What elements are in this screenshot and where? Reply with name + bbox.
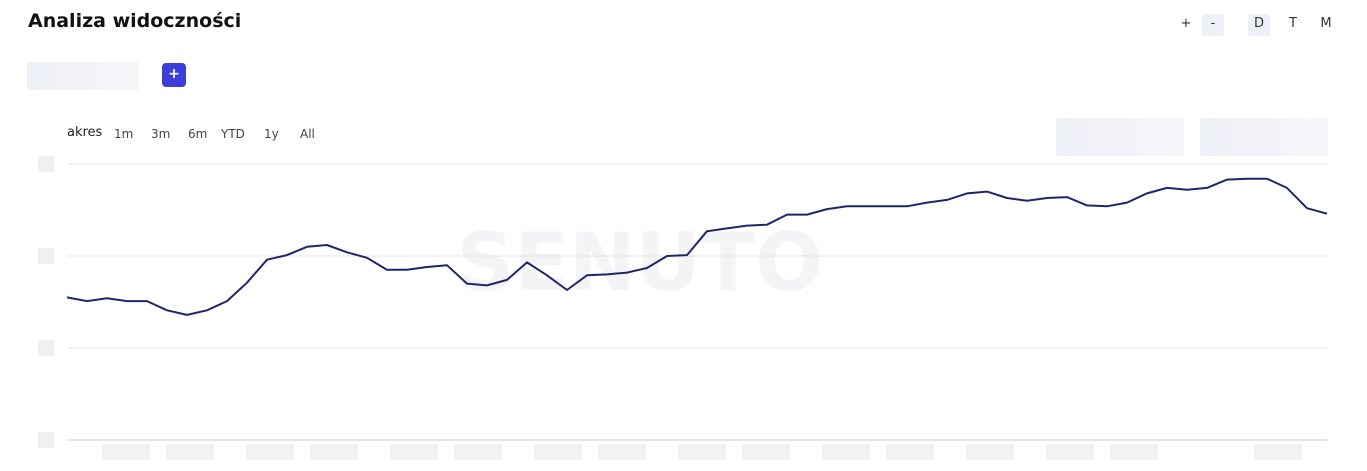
page-title: Analiza widoczności bbox=[28, 10, 242, 32]
watermark: SENUTO bbox=[457, 216, 824, 309]
range-option[interactable]: 3m bbox=[151, 127, 171, 141]
blurred-x-label bbox=[102, 444, 150, 460]
blurred-x-label bbox=[1046, 444, 1094, 460]
blurred-x-label bbox=[886, 444, 934, 460]
blurred-x-label bbox=[1110, 444, 1158, 460]
blurred-x-label bbox=[310, 444, 358, 460]
range-label: akres bbox=[67, 125, 103, 140]
zoom-out[interactable]: - bbox=[1202, 14, 1224, 36]
granularity-month[interactable]: M bbox=[1320, 16, 1332, 31]
blurred-x-label bbox=[966, 444, 1014, 460]
blurred-x-label bbox=[822, 444, 870, 460]
blurred-x-label bbox=[598, 444, 646, 460]
blurred-x-label bbox=[246, 444, 294, 460]
blurred-domain bbox=[27, 62, 139, 90]
blurred-x-label bbox=[1254, 444, 1302, 460]
granularity-day[interactable]: D bbox=[1248, 14, 1270, 36]
visibility-line bbox=[66, 177, 1328, 316]
zoom-in[interactable]: + bbox=[1180, 16, 1192, 31]
blurred-x-label bbox=[742, 444, 790, 460]
add-button[interactable]: + bbox=[162, 63, 186, 87]
range-option[interactable]: 1m bbox=[114, 127, 134, 141]
range-option[interactable]: All bbox=[300, 127, 315, 141]
blurred-x-label bbox=[390, 444, 438, 460]
blurred-y-label bbox=[38, 340, 54, 356]
blurred-y-label bbox=[38, 432, 54, 448]
blurred-date-input bbox=[1056, 118, 1184, 156]
range-option[interactable]: 1y bbox=[264, 127, 279, 141]
blurred-x-label bbox=[678, 444, 726, 460]
blurred-x-label bbox=[454, 444, 502, 460]
blurred-y-label bbox=[38, 248, 54, 264]
range-option[interactable]: 6m bbox=[188, 127, 208, 141]
granularity-week[interactable]: T bbox=[1289, 16, 1297, 31]
range-option[interactable]: YTD bbox=[221, 127, 245, 141]
blurred-date-input bbox=[1200, 118, 1328, 156]
blurred-y-label bbox=[38, 156, 54, 172]
blurred-x-label bbox=[166, 444, 214, 460]
blurred-x-label bbox=[534, 444, 582, 460]
